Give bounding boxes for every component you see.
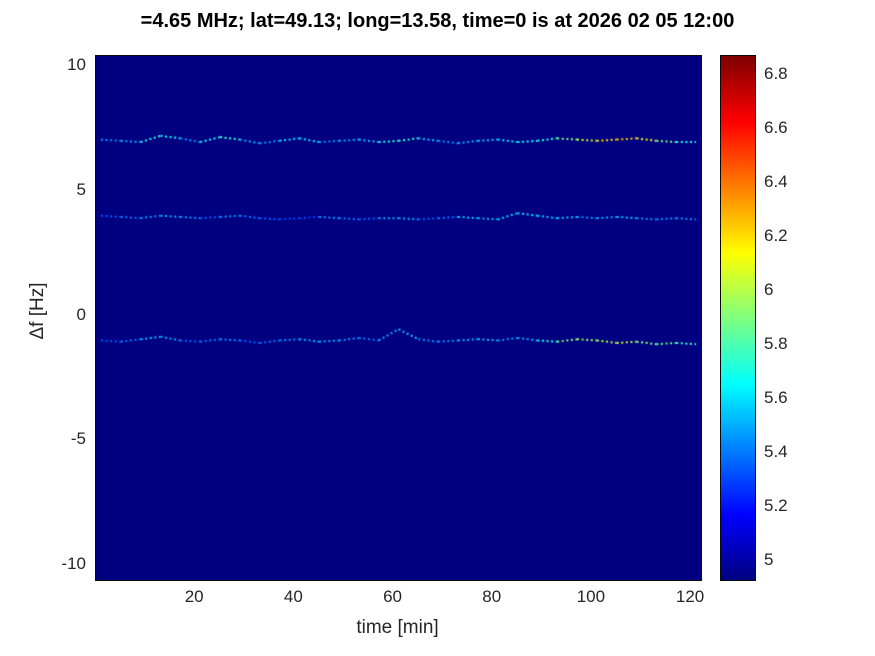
x-tick-label: 60	[383, 587, 402, 606]
colorbar-tick-label: 5.8	[764, 334, 788, 353]
colorbar-tick-label: 5.6	[764, 388, 788, 408]
chart-title: =4.65 MHz; lat=49.13; long=13.58, time=0…	[140, 10, 735, 32]
colorbar-tick-label: 6.8	[764, 63, 788, 83]
plot-area	[95, 55, 702, 581]
x-axis-label: time [min]	[356, 617, 439, 638]
y-tick-label: -10	[61, 554, 86, 574]
colorbar-tick-label: 6.6	[764, 117, 788, 137]
y-tick-label: -5	[70, 429, 86, 449]
colorbar-tick-label: 5.2	[764, 496, 788, 516]
colorbar-tick-label: 5.4	[764, 442, 788, 462]
colorbar-tick-label: 5	[764, 550, 774, 570]
colorbar-tick-label: 6.2	[764, 225, 788, 245]
x-tick-label: 20	[184, 587, 204, 606]
x-tick-label: 80	[482, 587, 502, 606]
x-tick-label: 40	[283, 587, 303, 606]
colorbar-canvas	[721, 56, 755, 580]
heatmap-canvas	[96, 56, 701, 580]
y-tick-label: 0	[76, 304, 86, 324]
y-tick-label: 5	[76, 179, 86, 199]
colorbar	[720, 55, 756, 581]
colorbar-tick-label: 6.4	[764, 171, 788, 191]
colorbar-tick-label: 6	[764, 279, 774, 299]
x-tick-label: 120	[675, 587, 705, 606]
x-tick-label: 100	[576, 587, 606, 606]
y-tick-label: 10	[67, 54, 86, 74]
